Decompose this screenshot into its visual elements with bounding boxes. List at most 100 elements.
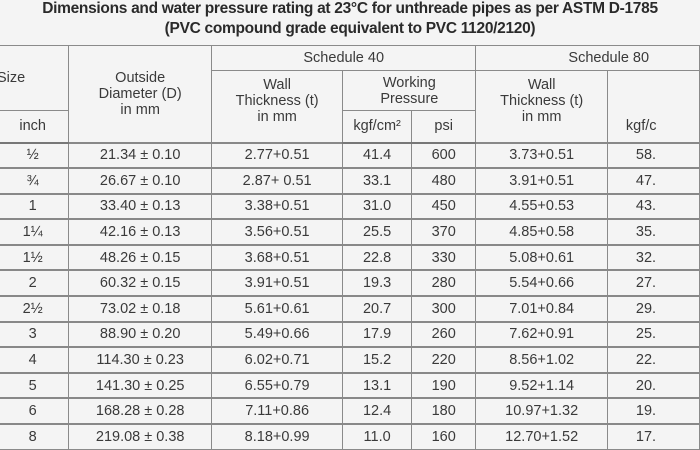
kgf-80-cell: 35.	[606, 218, 700, 246]
kgf-80-header: kgf/c	[606, 70, 700, 143]
size-cell: 5	[0, 372, 70, 399]
psi-40-cell: 280	[410, 269, 477, 297]
psi-40-cell: 260	[410, 321, 477, 348]
kgf-80-cell: 29.	[606, 295, 700, 323]
psi-40-cell: 180	[410, 397, 477, 425]
outside-diameter-cell: 21.34 ± 0.10	[68, 142, 212, 169]
kgf-40-cell: 33.1	[342, 167, 412, 195]
size-cell: 8	[0, 423, 70, 450]
outside-diameter-cell: 88.90 ± 0.20	[68, 321, 212, 348]
table-row: 1¼ 42.16 ± 0.13 3.56+0.51 25.5 370 4.85+0.58 3…	[0, 218, 700, 246]
kgf-80-cell: 17.	[606, 423, 700, 450]
psi-40-cell: 480	[410, 167, 477, 195]
table-row: 6 168.28 ± 0.28 7.11+0.86 12.4 180 10.97+1.32…	[0, 397, 700, 425]
kgf-80-cell: 43.	[606, 193, 700, 220]
size-header: Size	[0, 45, 70, 111]
wall-thickness-40-cell: 3.56+0.51	[210, 218, 344, 246]
outside-diameter-cell: 42.16 ± 0.13	[68, 218, 212, 246]
kgf-40-cell: 17.9	[342, 321, 412, 348]
psi-40-cell: 370	[410, 218, 477, 246]
psi-40-header: psi	[410, 110, 477, 144]
wall-thickness-40-cell: 5.49+0.66	[210, 321, 344, 348]
table-row: 4 114.30 ± 0.23 6.02+0.71 15.2 220 8.56+1.02 2…	[0, 346, 700, 374]
kgf-80-cell: 58.	[606, 142, 700, 169]
size-cell: ¾	[0, 167, 70, 195]
wall-thickness-40-cell: 5.61+0.61	[210, 295, 344, 323]
outside-diameter-cell: 73.02 ± 0.18	[68, 295, 212, 323]
kgf-40-cell: 15.2	[342, 346, 412, 374]
outside-diameter-cell: 26.67 ± 0.10	[68, 167, 212, 195]
psi-40-cell: 330	[410, 244, 477, 271]
kgf-40-header: kgf/cm²	[342, 110, 412, 144]
psi-40-cell: 160	[410, 423, 477, 450]
schedule-80-header: Schedule 80	[475, 45, 700, 71]
outside-diameter-cell: 33.40 ± 0.13	[68, 193, 212, 220]
size-cell: 3	[0, 321, 70, 348]
table-subtitle: (PVC compound grade equivalent to PVC 11…	[164, 20, 536, 37]
size-cell: 1	[0, 193, 70, 220]
table-title: Dimensions and water pressure rating at …	[42, 0, 658, 17]
wall-thickness-80-cell: 10.97+1.32	[475, 397, 608, 425]
kgf-80-cell: 47.	[606, 167, 700, 195]
psi-40-cell: 220	[410, 346, 477, 374]
wall-thickness-80-cell: 9.52+1.14	[475, 372, 608, 399]
wall-thickness-80-cell: 3.91+0.51	[475, 167, 608, 195]
size-cell: 4	[0, 346, 70, 374]
wall-thickness-40-cell: 7.11+0.86	[210, 397, 344, 425]
wall-thickness-40-cell: 2.77+0.51	[210, 142, 344, 169]
kgf-80-cell: 32.	[606, 244, 700, 271]
table-body: ½ 21.34 ± 0.10 2.77+0.51 41.4 600 3.73+0.51 58…	[0, 142, 700, 450]
psi-40-cell: 450	[410, 193, 477, 220]
wall-thickness-80-cell: 7.01+0.84	[475, 295, 608, 323]
kgf-40-cell: 25.5	[342, 218, 412, 246]
kgf-40-cell: 19.3	[342, 269, 412, 297]
kgf-80-cell: 27.	[606, 269, 700, 297]
wall-thickness-40-cell: 6.55+0.79	[210, 372, 344, 399]
table-row: ¾ 26.67 ± 0.10 2.87+ 0.51 33.1 480 3.91+0.51 4…	[0, 167, 700, 195]
outside-diameter-cell: 168.28 ± 0.28	[68, 397, 212, 425]
wall-thickness-80-cell: 12.70+1.52	[475, 423, 608, 450]
wall-thickness-80-header: Wall Thickness (t) in mm	[475, 70, 608, 143]
wall-thickness-80-cell: 4.55+0.53	[475, 193, 608, 220]
outside-diameter-cell: 114.30 ± 0.23	[68, 346, 212, 374]
kgf-80-cell: 22.	[606, 346, 700, 374]
size-cell: 1½	[0, 244, 70, 271]
outside-diameter-header: Outside Diameter (D) in mm	[68, 45, 212, 143]
table-row: 3 88.90 ± 0.20 5.49+0.66 17.9 260 7.62+0.91 25…	[0, 321, 700, 348]
table-row: 2 60.32 ± 0.15 3.91+0.51 19.3 280 5.54+0.66 27…	[0, 269, 700, 297]
kgf-40-cell: 31.0	[342, 193, 412, 220]
kgf-40-cell: 13.1	[342, 372, 412, 399]
wall-thickness-80-cell: 5.08+0.61	[475, 244, 608, 271]
kgf-40-cell: 20.7	[342, 295, 412, 323]
pipe-spec-table: Size Outside Diameter (D) in mm Schedule…	[0, 45, 700, 450]
wall-thickness-40-header: Wall Thickness (t) in mm	[210, 70, 344, 143]
kgf-40-cell: 11.0	[342, 423, 412, 450]
outside-diameter-cell: 219.08 ± 0.38	[68, 423, 212, 450]
table-row: 8 219.08 ± 0.38 8.18+0.99 11.0 160 12.70+1.52…	[0, 423, 700, 450]
wall-thickness-80-cell: 7.62+0.91	[475, 321, 608, 348]
psi-40-cell: 600	[410, 142, 477, 169]
size-cell: 6	[0, 397, 70, 425]
size-cell: ½	[0, 142, 70, 169]
working-pressure-40-header: Working Pressure	[342, 70, 477, 111]
kgf-80-cell: 20.	[606, 372, 700, 399]
table-row: 2½ 73.02 ± 0.18 5.61+0.61 20.7 300 7.01+0.84 2…	[0, 295, 700, 323]
outside-diameter-cell: 48.26 ± 0.15	[68, 244, 212, 271]
table-row: ½ 21.34 ± 0.10 2.77+0.51 41.4 600 3.73+0.51 58…	[0, 142, 700, 169]
size-cell: 1¼	[0, 218, 70, 246]
schedule-40-header: Schedule 40	[210, 45, 477, 71]
table-row: 1½ 48.26 ± 0.15 3.68+0.51 22.8 330 5.08+0.61 3…	[0, 244, 700, 271]
inch-header: inch	[0, 110, 70, 144]
outside-diameter-cell: 141.30 ± 0.25	[68, 372, 212, 399]
size-cell: 2	[0, 269, 70, 297]
table-row: 5 141.30 ± 0.25 6.55+0.79 13.1 190 9.52+1.14 2…	[0, 372, 700, 399]
psi-40-cell: 300	[410, 295, 477, 323]
wall-thickness-80-cell: 8.56+1.02	[475, 346, 608, 374]
wall-thickness-40-cell: 8.18+0.99	[210, 423, 344, 450]
table-row: 1 33.40 ± 0.13 3.38+0.51 31.0 450 4.55+0.53 43…	[0, 193, 700, 220]
outside-diameter-cell: 60.32 ± 0.15	[68, 269, 212, 297]
kgf-40-cell: 22.8	[342, 244, 412, 271]
kgf-40-cell: 12.4	[342, 397, 412, 425]
wall-thickness-40-cell: 3.38+0.51	[210, 193, 344, 220]
wall-thickness-40-cell: 3.68+0.51	[210, 244, 344, 271]
